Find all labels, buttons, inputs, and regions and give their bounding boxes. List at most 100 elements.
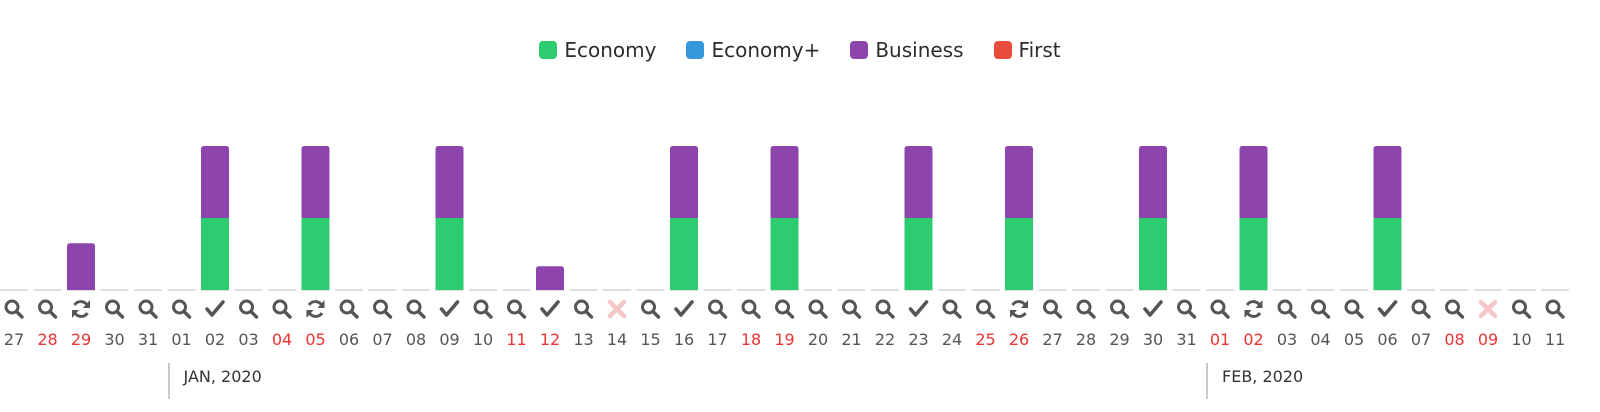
search-icon[interactable] bbox=[1311, 299, 1331, 319]
search-icon[interactable] bbox=[373, 299, 393, 319]
bar-business-6[interactable] bbox=[201, 146, 229, 218]
search-icon[interactable] bbox=[1210, 299, 1230, 319]
legend-swatch-business bbox=[850, 41, 869, 59]
check-icon[interactable] bbox=[1377, 300, 1398, 317]
search-icon[interactable] bbox=[708, 299, 728, 319]
day-label: 11 bbox=[506, 330, 526, 349]
bar-business-9[interactable] bbox=[301, 146, 330, 218]
search-icon[interactable] bbox=[574, 299, 594, 319]
day-label: 31 bbox=[138, 330, 158, 349]
search-icon[interactable] bbox=[172, 299, 192, 319]
cross-icon[interactable] bbox=[607, 299, 627, 319]
day-label: 26 bbox=[1009, 330, 1029, 349]
legend-label-economy-plus: Economy+ bbox=[711, 38, 821, 62]
bar-economy-13[interactable] bbox=[435, 218, 464, 290]
day-label: 12 bbox=[540, 330, 560, 349]
search-icon[interactable] bbox=[507, 299, 527, 319]
legend-item-economy[interactable]: Economy bbox=[539, 38, 656, 62]
search-icon[interactable] bbox=[1344, 299, 1364, 319]
search-icon[interactable] bbox=[4, 299, 24, 319]
check-icon[interactable] bbox=[674, 300, 694, 317]
search-icon[interactable] bbox=[1411, 299, 1431, 319]
search-icon[interactable] bbox=[875, 299, 895, 319]
check-icon[interactable] bbox=[908, 300, 929, 317]
search-icon[interactable] bbox=[1445, 299, 1465, 319]
search-icon[interactable] bbox=[339, 299, 359, 319]
legend-item-business[interactable]: Business bbox=[850, 38, 964, 62]
search-icon[interactable] bbox=[1043, 299, 1063, 319]
day-label: 06 bbox=[339, 330, 359, 349]
day-label: 08 bbox=[1444, 330, 1464, 349]
bar-business-34[interactable] bbox=[1139, 146, 1167, 218]
bar-economy-20[interactable] bbox=[670, 218, 698, 290]
day-label: 30 bbox=[104, 330, 124, 349]
day-label: 03 bbox=[1277, 330, 1297, 349]
day-label: 04 bbox=[1310, 330, 1330, 349]
day-label: 25 bbox=[975, 330, 995, 349]
day-label: 27 bbox=[4, 330, 24, 349]
bar-business-20[interactable] bbox=[670, 146, 698, 218]
day-label: 16 bbox=[674, 330, 694, 349]
day-label: 24 bbox=[942, 330, 962, 349]
day-label: 05 bbox=[1344, 330, 1364, 349]
search-icon[interactable] bbox=[741, 299, 761, 319]
search-icon[interactable] bbox=[473, 299, 493, 319]
check-icon[interactable] bbox=[439, 300, 460, 317]
bar-business-30[interactable] bbox=[1005, 146, 1033, 218]
search-icon[interactable] bbox=[1076, 299, 1096, 319]
search-icon[interactable] bbox=[138, 299, 158, 319]
search-icon[interactable] bbox=[406, 299, 426, 319]
search-icon[interactable] bbox=[775, 299, 795, 319]
refresh-icon[interactable] bbox=[1010, 300, 1028, 318]
search-icon[interactable] bbox=[239, 299, 259, 319]
legend-item-economy-plus[interactable]: Economy+ bbox=[686, 38, 820, 62]
cross-icon[interactable] bbox=[1478, 299, 1498, 319]
bar-business-2[interactable] bbox=[67, 243, 95, 290]
bar-economy-23[interactable] bbox=[770, 218, 799, 290]
refresh-icon[interactable] bbox=[306, 300, 325, 318]
bar-economy-34[interactable] bbox=[1139, 218, 1167, 290]
bar-economy-9[interactable] bbox=[301, 218, 330, 290]
check-icon[interactable] bbox=[540, 300, 560, 317]
search-icon[interactable] bbox=[808, 299, 828, 319]
search-icon[interactable] bbox=[641, 299, 661, 319]
bar-business-16[interactable] bbox=[536, 266, 564, 290]
bar-economy-6[interactable] bbox=[201, 218, 229, 290]
bar-economy-27[interactable] bbox=[904, 218, 933, 290]
day-label: 17 bbox=[707, 330, 727, 349]
search-icon[interactable] bbox=[38, 299, 58, 319]
month-label-jan-2020: JAN, 2020 bbox=[167, 363, 262, 399]
bar-business-23[interactable] bbox=[770, 146, 799, 218]
legend-swatch-economy-plus bbox=[686, 41, 705, 59]
refresh-icon[interactable] bbox=[72, 300, 90, 318]
search-icon[interactable] bbox=[1545, 299, 1565, 319]
search-icon[interactable] bbox=[105, 299, 125, 319]
day-label: 09 bbox=[439, 330, 459, 349]
search-icon[interactable] bbox=[1110, 299, 1130, 319]
day-label: 18 bbox=[741, 330, 761, 349]
bar-economy-41[interactable] bbox=[1373, 218, 1402, 290]
refresh-icon[interactable] bbox=[1244, 300, 1263, 318]
search-icon[interactable] bbox=[1512, 299, 1532, 319]
bar-business-37[interactable] bbox=[1239, 146, 1268, 218]
search-icon[interactable] bbox=[1177, 299, 1197, 319]
day-label: 30 bbox=[1143, 330, 1163, 349]
search-icon[interactable] bbox=[942, 299, 962, 319]
bar-business-27[interactable] bbox=[904, 146, 933, 218]
day-label: 28 bbox=[1076, 330, 1096, 349]
bar-business-13[interactable] bbox=[435, 146, 464, 218]
day-label: 23 bbox=[908, 330, 928, 349]
bar-economy-37[interactable] bbox=[1239, 218, 1268, 290]
search-icon[interactable] bbox=[976, 299, 996, 319]
day-label: 04 bbox=[272, 330, 292, 349]
search-icon[interactable] bbox=[272, 299, 292, 319]
search-icon[interactable] bbox=[842, 299, 862, 319]
day-label: 01 bbox=[171, 330, 191, 349]
check-icon[interactable] bbox=[1143, 300, 1163, 317]
check-icon[interactable] bbox=[205, 300, 225, 317]
day-label: 14 bbox=[607, 330, 627, 349]
legend-item-first[interactable]: First bbox=[993, 38, 1061, 62]
bar-economy-30[interactable] bbox=[1005, 218, 1033, 290]
search-icon[interactable] bbox=[1277, 299, 1297, 319]
bar-business-41[interactable] bbox=[1373, 146, 1402, 218]
